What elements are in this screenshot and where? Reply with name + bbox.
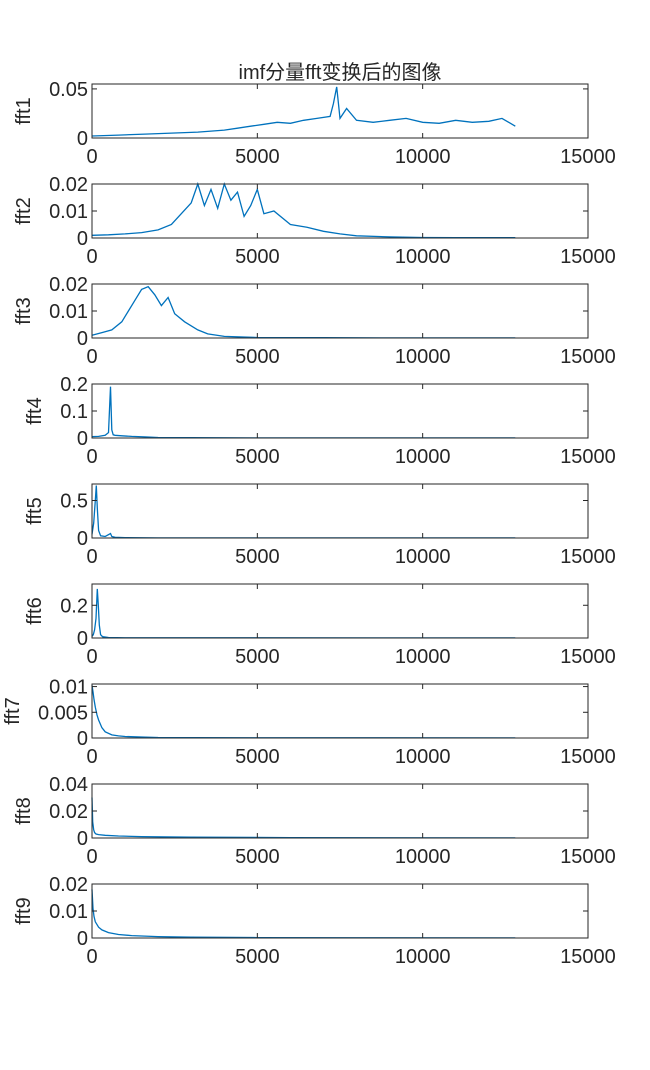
y-tick-label: 0 xyxy=(77,428,88,450)
y-axis-label: fft5 xyxy=(24,497,46,524)
x-tick-label: 5000 xyxy=(235,246,280,268)
x-tick-label: 10000 xyxy=(395,546,451,568)
axes-box xyxy=(91,583,589,639)
y-axis-label: fft9 xyxy=(13,897,35,924)
series-line xyxy=(91,181,516,239)
x-tick-label: 5000 xyxy=(235,446,280,468)
x-tick-label: 10000 xyxy=(395,646,451,668)
x-tick-label: 15000 xyxy=(560,146,616,168)
x-tick-label: 0 xyxy=(86,246,97,268)
y-axis-label: fft2 xyxy=(13,197,35,224)
x-tick-label: 5000 xyxy=(235,146,280,168)
x-tick-label: 10000 xyxy=(395,746,451,768)
y-tick-label: 0 xyxy=(77,228,88,250)
x-tick-label: 5000 xyxy=(235,646,280,668)
x-tick-label: 5000 xyxy=(235,946,280,968)
y-tick-label: 0.02 xyxy=(49,174,88,196)
x-tick-label: 0 xyxy=(86,146,97,168)
subplot-8: 0 5000 10000 15000 0 0.02 0.04 fft8 xyxy=(13,774,616,868)
x-tick-label: 0 xyxy=(86,446,97,468)
x-tick-label: 5000 xyxy=(235,746,280,768)
x-tick-label: 15000 xyxy=(560,646,616,668)
series-line xyxy=(91,685,516,739)
y-axis-label: fft3 xyxy=(13,297,35,324)
x-tick-label: 10000 xyxy=(395,446,451,468)
y-tick-label: 0.01 xyxy=(49,201,88,223)
y-tick-label: 0.02 xyxy=(49,874,88,896)
subplot-1: 0 5000 10000 15000 0 0.05 fft1 xyxy=(13,79,616,168)
y-axis-label: fft7 xyxy=(2,697,24,724)
subplot-6: 0 5000 10000 15000 0 0.2 fft6 xyxy=(24,583,616,668)
y-tick-label: 0.02 xyxy=(49,801,88,823)
x-tick-label: 10000 xyxy=(395,846,451,868)
y-tick-label: 0.2 xyxy=(60,374,88,396)
x-tick-label: 0 xyxy=(86,646,97,668)
y-tick-label: 0.02 xyxy=(49,274,88,296)
subplot-5: 0 5000 10000 15000 0 0.5 fft5 xyxy=(24,483,616,568)
axes-box xyxy=(91,683,589,739)
x-tick-label: 10000 xyxy=(395,946,451,968)
x-tick-label: 15000 xyxy=(560,846,616,868)
y-axis-label: fft1 xyxy=(13,97,35,124)
y-tick-label: 0 xyxy=(77,628,88,650)
y-tick-label: 0.04 xyxy=(49,774,88,796)
y-axis-label: fft8 xyxy=(13,797,35,824)
series-line xyxy=(91,797,516,839)
figure-title: imf分量fft变换后的图像 xyxy=(239,61,442,84)
y-tick-label: 0.01 xyxy=(49,301,88,323)
y-tick-label: 0.01 xyxy=(49,677,88,699)
x-tick-label: 10000 xyxy=(395,246,451,268)
y-tick-label: 0.01 xyxy=(49,901,88,923)
y-tick-label: 0 xyxy=(77,528,88,550)
x-tick-label: 15000 xyxy=(560,446,616,468)
x-tick-label: 15000 xyxy=(560,246,616,268)
y-tick-label: 0 xyxy=(77,728,88,750)
y-axis-label: fft4 xyxy=(24,397,46,424)
subplot-3: 0 5000 10000 15000 0 0.01 0.02 fft3 xyxy=(13,274,616,368)
x-tick-label: 5000 xyxy=(235,546,280,568)
axes-box xyxy=(91,83,589,139)
y-tick-label: 0.5 xyxy=(60,491,88,513)
x-tick-label: 5000 xyxy=(235,346,280,368)
x-tick-label: 10000 xyxy=(395,146,451,168)
x-tick-label: 15000 xyxy=(560,546,616,568)
x-tick-label: 15000 xyxy=(560,946,616,968)
y-axis-label: fft6 xyxy=(24,597,46,624)
x-tick-label: 5000 xyxy=(235,846,280,868)
y-tick-label: 0.1 xyxy=(60,401,88,423)
x-tick-label: 10000 xyxy=(395,346,451,368)
y-tick-label: 0.2 xyxy=(60,595,88,617)
subplot-2: 0 5000 10000 15000 0 0.01 0.02 fft2 xyxy=(13,174,616,268)
y-tick-label: 0 xyxy=(77,328,88,350)
x-tick-label: 0 xyxy=(86,746,97,768)
x-tick-label: 0 xyxy=(86,846,97,868)
y-tick-label: 0 xyxy=(77,828,88,850)
subplot-9: 0 5000 10000 15000 0 0.01 0.02 fft9 xyxy=(13,874,616,968)
axes-box xyxy=(91,483,589,539)
series-line xyxy=(91,86,516,137)
series-line xyxy=(91,285,516,339)
y-tick-label: 0 xyxy=(77,128,88,150)
x-tick-label: 0 xyxy=(86,546,97,568)
y-tick-label: 0.005 xyxy=(38,702,88,724)
x-tick-label: 15000 xyxy=(560,346,616,368)
x-tick-label: 0 xyxy=(86,346,97,368)
y-tick-label: 0.05 xyxy=(49,79,88,101)
x-tick-label: 15000 xyxy=(560,746,616,768)
subplot-4: 0 5000 10000 15000 0 0.1 0.2 fft4 xyxy=(24,374,616,468)
y-tick-label: 0 xyxy=(77,928,88,950)
subplot-7: 0 5000 10000 15000 0 0.005 0.01 fft7 xyxy=(2,677,616,768)
x-tick-label: 0 xyxy=(86,946,97,968)
